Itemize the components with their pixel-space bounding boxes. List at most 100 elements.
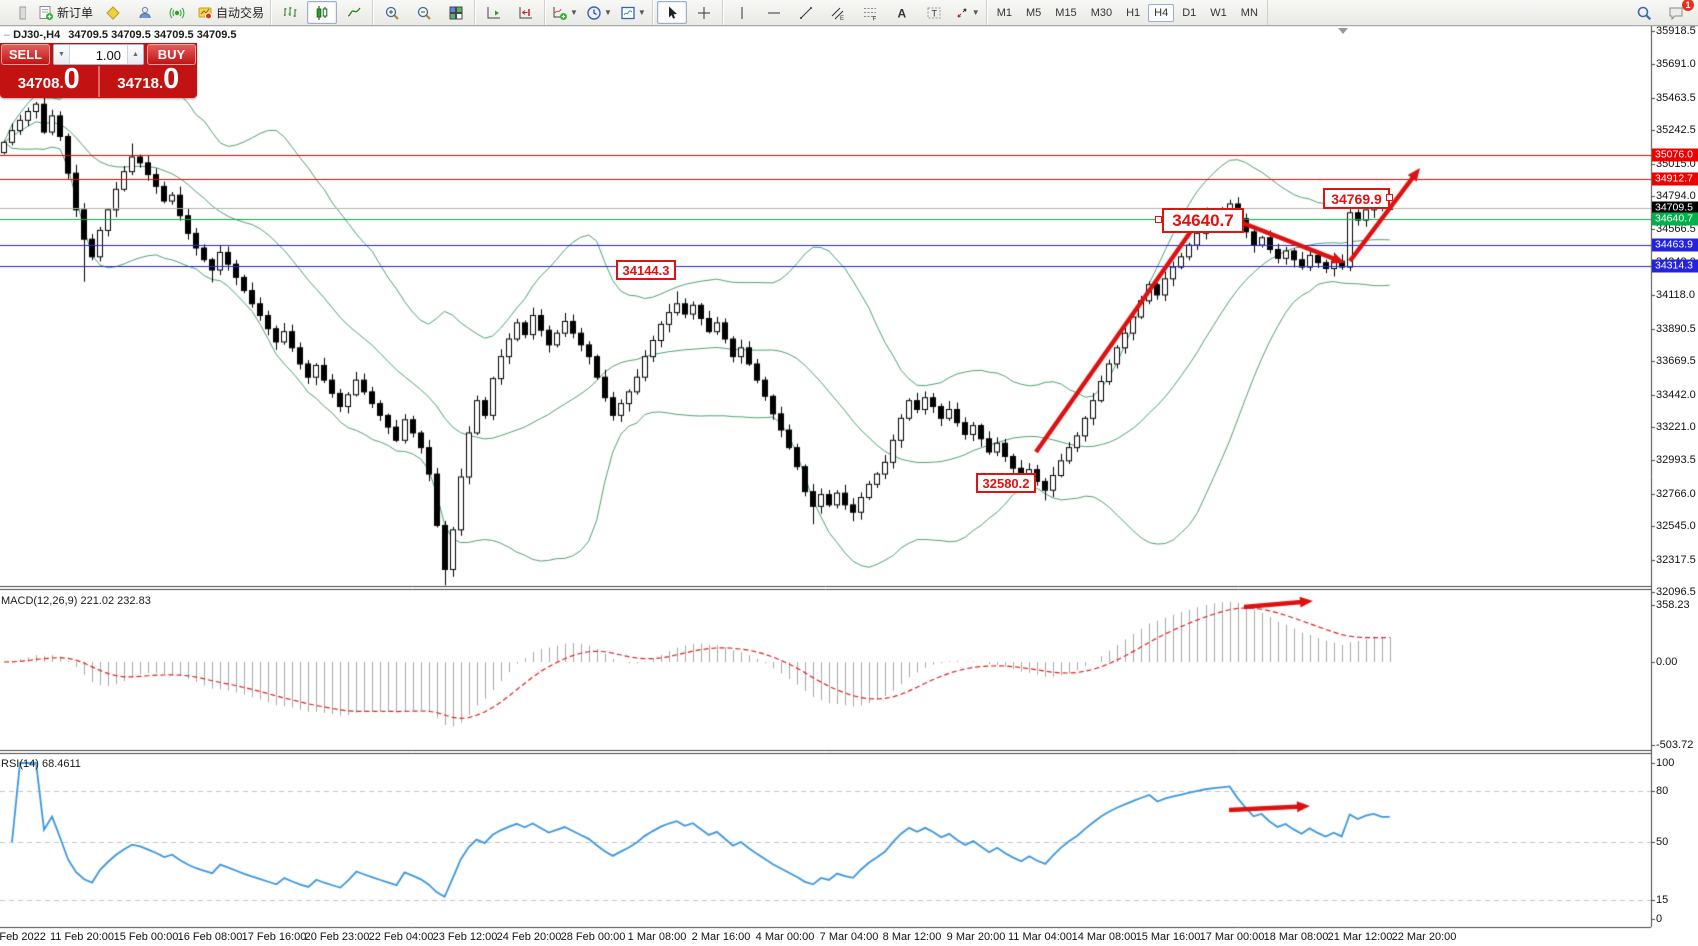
price-tick-label: 34794.0 (1656, 190, 1696, 203)
auto-scroll-icon (487, 6, 501, 18)
price-tick-label: 32993.5 (1656, 454, 1696, 467)
toolbar-group: M1 M5 M15 M30 H1 H4 D1 W1 MN (986, 0, 1268, 25)
indicator-tick-label: 80 (1656, 785, 1669, 797)
crosshair-button[interactable] (689, 1, 719, 24)
price-annotation-label[interactable]: 34640.7 (1162, 208, 1244, 233)
price-tick-label: 35242.5 (1656, 124, 1696, 137)
chevron-down-icon[interactable]: ▼ (570, 8, 578, 17)
sell-button[interactable]: SELL (1, 44, 50, 65)
toolbar-group: E F A T ▼ (722, 0, 987, 25)
trendline-button[interactable] (791, 1, 821, 24)
text-button[interactable]: A (887, 1, 917, 24)
annotation-anchor-square (1155, 216, 1162, 223)
horizontal-line-button[interactable] (759, 1, 789, 24)
indicator-tick-label: 358.23 (1656, 599, 1690, 611)
cursor-icon (668, 6, 677, 19)
indicator-tick-label: 0.00 (1656, 656, 1678, 668)
price-annotation-label[interactable]: 34769.9 (1323, 188, 1390, 209)
navigator-icon (139, 6, 151, 18)
tf-w1-button[interactable]: W1 (1210, 6, 1227, 19)
rsi-indicator-label: RSI(14) 68.4611 (1, 758, 81, 770)
chart-shift-marker[interactable] (1338, 28, 1348, 34)
volume-increase-button[interactable]: ▲ (127, 45, 143, 64)
tf-m1-button[interactable]: M1 (996, 6, 1012, 19)
chevron-down-icon[interactable]: ▼ (637, 8, 646, 17)
buy-price[interactable]: 34718. 0 (100, 63, 198, 97)
indicator-tick-label: 50 (1656, 836, 1669, 848)
templates-icon (621, 6, 635, 19)
equidistant-channel-button[interactable]: E (823, 1, 853, 24)
chart-shift-button[interactable] (511, 1, 541, 24)
time-axis-label: 9 Feb 2022 (0, 931, 46, 943)
buy-price-main: 34718. (117, 75, 164, 92)
chevron-down-icon[interactable]: ▼ (971, 8, 980, 17)
autotrading-button[interactable]: 自动交易 (194, 1, 267, 24)
metaeditor-button[interactable] (98, 1, 128, 24)
indicator-tick-label: 100 (1656, 757, 1675, 769)
toolbar-group (271, 0, 374, 25)
templates-button[interactable]: ▼ (617, 1, 649, 24)
tf-m30-button[interactable]: M30 (1090, 6, 1113, 19)
autotrading-button-label: 自动交易 (216, 6, 265, 20)
price-tick-label: 35691.0 (1656, 58, 1696, 71)
svg-text:A: A (897, 6, 906, 20)
bar-chart-button[interactable] (275, 1, 305, 24)
time-axis-label: 17 Feb 16:00 (241, 931, 307, 943)
autotrading-icon (198, 7, 213, 19)
fibonacci-button[interactable]: F (855, 1, 885, 24)
buy-button[interactable]: BUY (147, 44, 196, 65)
tf-m5-button[interactable]: M5 (1026, 6, 1042, 19)
price-annotation-label[interactable]: 32580.2 (976, 473, 1036, 493)
indicators-button[interactable]: ▼ (549, 1, 581, 24)
one-click-trade-panel: SELL ▼ 1.00 ▲ BUY 34708. 0 34718. 0 (0, 43, 197, 98)
symbol-period-label: DJ30-,H4 (13, 29, 61, 41)
metaeditor-icon (106, 5, 120, 20)
new-order-button[interactable]: 新订单 (35, 1, 96, 24)
periods-button[interactable]: ▼ (583, 1, 615, 24)
macd-indicator-label: MACD(12,26,9) 221.02 232.83 (1, 595, 151, 607)
tf-h4-button[interactable]: H4 (1148, 3, 1175, 22)
chart-shift-icon (519, 6, 533, 18)
auto-scroll-button[interactable] (479, 1, 509, 24)
zoom-in-button[interactable] (377, 1, 407, 24)
price-annotation-label[interactable]: 34144.3 (616, 260, 676, 280)
cursor-button[interactable] (656, 1, 687, 24)
vertical-line-button[interactable] (727, 1, 757, 24)
toolbar-group: 新订单 自动交易 (0, 0, 272, 25)
signals-icon (169, 7, 185, 18)
search-icon (1637, 6, 1652, 20)
price-tick-label: 34118.0 (1656, 289, 1695, 302)
trade-prices-row: 34708. 0 34718. 0 (0, 63, 198, 97)
sell-price[interactable]: 34708. 0 (0, 65, 100, 97)
candlestick-button[interactable] (307, 1, 338, 24)
price-tick-label: 32766.0 (1656, 487, 1696, 500)
time-axis-label: 15 Mar 16:00 (1135, 931, 1201, 943)
line-chart-button[interactable] (339, 1, 369, 24)
chat-button[interactable]: 1 (1661, 0, 1694, 24)
zoom-out-button[interactable] (409, 1, 439, 24)
arrows-button[interactable]: ▼ (951, 1, 983, 24)
time-axis-label: 2 Mar 16:00 (691, 931, 751, 943)
indicators-icon (553, 6, 568, 20)
ohlc-values: 34709.5 34709.5 34709.5 34709.5 (68, 29, 237, 41)
tf-m15-button[interactable]: M15 (1055, 6, 1077, 19)
price-level-badge: 34463.9 (1652, 238, 1698, 251)
tf-h1-button[interactable]: H1 (1126, 6, 1141, 19)
text-label-button[interactable]: T (919, 1, 949, 24)
volume-input[interactable]: 1.00 (95, 48, 121, 63)
arrows-tool-icon (957, 8, 967, 17)
tf-d1-button[interactable]: D1 (1182, 6, 1197, 19)
search-button[interactable] (1629, 1, 1659, 24)
clipped-icon[interactable] (3, 1, 33, 24)
tile-windows-button[interactable] (441, 1, 471, 24)
volume-decrease-button[interactable]: ▼ (54, 45, 70, 64)
buy-price-pips: 0 (163, 63, 180, 95)
tf-mn-button[interactable]: MN (1240, 6, 1258, 19)
chevron-down-icon[interactable]: ▼ (603, 8, 612, 17)
navigator-button[interactable] (130, 1, 160, 24)
time-axis-label: 4 Mar 00:00 (755, 931, 815, 943)
signals-button[interactable] (162, 1, 192, 24)
sell-price-main: 34708. (17, 75, 64, 92)
candlestick-icon (316, 5, 328, 20)
